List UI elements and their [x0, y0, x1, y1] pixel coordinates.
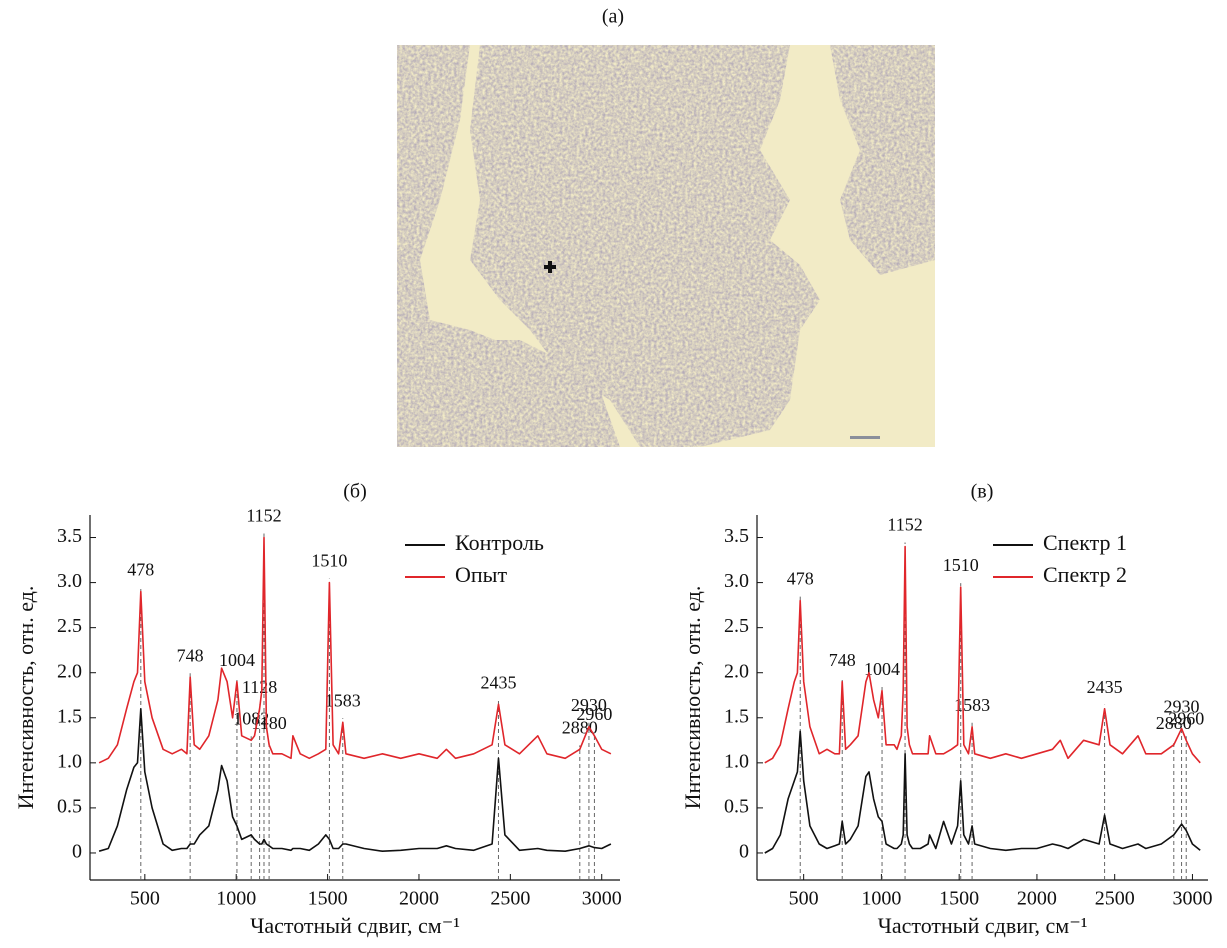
peak-label: 2960: [576, 704, 612, 724]
panel-label: (a): [602, 6, 624, 28]
peak-label: 748: [177, 645, 204, 665]
x-tick-label: 2000: [1017, 888, 1057, 910]
peak-label: 2960: [1168, 708, 1204, 728]
chart-title: (в): [971, 481, 994, 503]
y-axis-label: Интенсивность, отн. ед.: [13, 586, 38, 810]
peak-label: 1004: [219, 650, 255, 670]
x-tick-label: 3000: [582, 888, 622, 910]
peak-label: 1128: [242, 677, 277, 697]
y-tick-label: 0.5: [724, 795, 749, 817]
peak-label: 1082: [233, 708, 269, 728]
spectrum-line: [764, 545, 1201, 764]
peak-label: 478: [787, 569, 814, 589]
y-tick-label: 0: [72, 841, 82, 863]
y-tick-label: 1.5: [57, 705, 82, 727]
chart-title: (б): [343, 481, 367, 503]
spectrum-line: [98, 708, 612, 852]
x-tick-label: 1500: [939, 888, 979, 910]
x-tick-label: 3000: [1172, 888, 1212, 910]
peak-label: 2930: [571, 695, 607, 715]
y-tick-label: 1.0: [57, 750, 82, 772]
peak-label: 1180: [251, 713, 286, 733]
y-axis-label: Интенсивность, отн. ед.: [680, 586, 705, 810]
y-tick-label: 0.5: [57, 795, 82, 817]
x-tick-label: 1000: [861, 888, 901, 910]
peak-label: 1152: [246, 506, 281, 526]
peak-label: 2435: [1087, 677, 1123, 697]
y-tick-label: 2.5: [57, 615, 82, 637]
x-tick-label: 2500: [1095, 888, 1135, 910]
legend-label: Опыт: [455, 562, 507, 587]
micrograph: [397, 45, 935, 447]
y-tick-label: 1.5: [724, 705, 749, 727]
legend-label: Спектр 2: [1043, 562, 1127, 587]
y-tick-label: 1.0: [724, 750, 749, 772]
x-axis-label: Частотный сдвиг, см⁻¹: [878, 913, 1088, 938]
y-tick-label: 3.0: [57, 570, 82, 592]
x-tick-label: 1000: [216, 888, 256, 910]
y-tick-label: 2.0: [57, 660, 82, 682]
peak-label: 2435: [480, 672, 516, 692]
x-tick-label: 500: [789, 888, 819, 910]
x-axis-label: Частотный сдвиг, см⁻¹: [250, 913, 460, 938]
y-tick-label: 2.0: [724, 660, 749, 682]
peak-label: 1583: [954, 695, 990, 715]
legend-label: Спектр 1: [1043, 530, 1127, 555]
y-tick-label: 3.5: [724, 525, 749, 547]
x-tick-label: 500: [130, 888, 160, 910]
y-tick-label: 3.5: [57, 525, 82, 547]
peak-label: 1152: [887, 515, 922, 535]
x-tick-label: 2000: [399, 888, 439, 910]
x-tick-label: 2500: [490, 888, 530, 910]
peak-label: 2880: [1156, 713, 1192, 733]
spectrum-line: [98, 536, 612, 764]
peak-label: 1583: [325, 690, 361, 710]
y-tick-label: 2.5: [724, 615, 749, 637]
y-tick-label: 3.0: [724, 570, 749, 592]
peak-label: 1004: [864, 659, 900, 679]
x-tick-label: 1500: [308, 888, 348, 910]
peak-label: 478: [127, 560, 154, 580]
peak-label: 1510: [943, 555, 979, 575]
peak-label: 748: [829, 650, 856, 670]
spectrum-line: [764, 730, 1201, 854]
peak-label: 2930: [1164, 697, 1200, 717]
y-tick-label: 0: [739, 841, 749, 863]
legend-label: Контроль: [455, 530, 544, 555]
peak-label: 1510: [311, 551, 347, 571]
